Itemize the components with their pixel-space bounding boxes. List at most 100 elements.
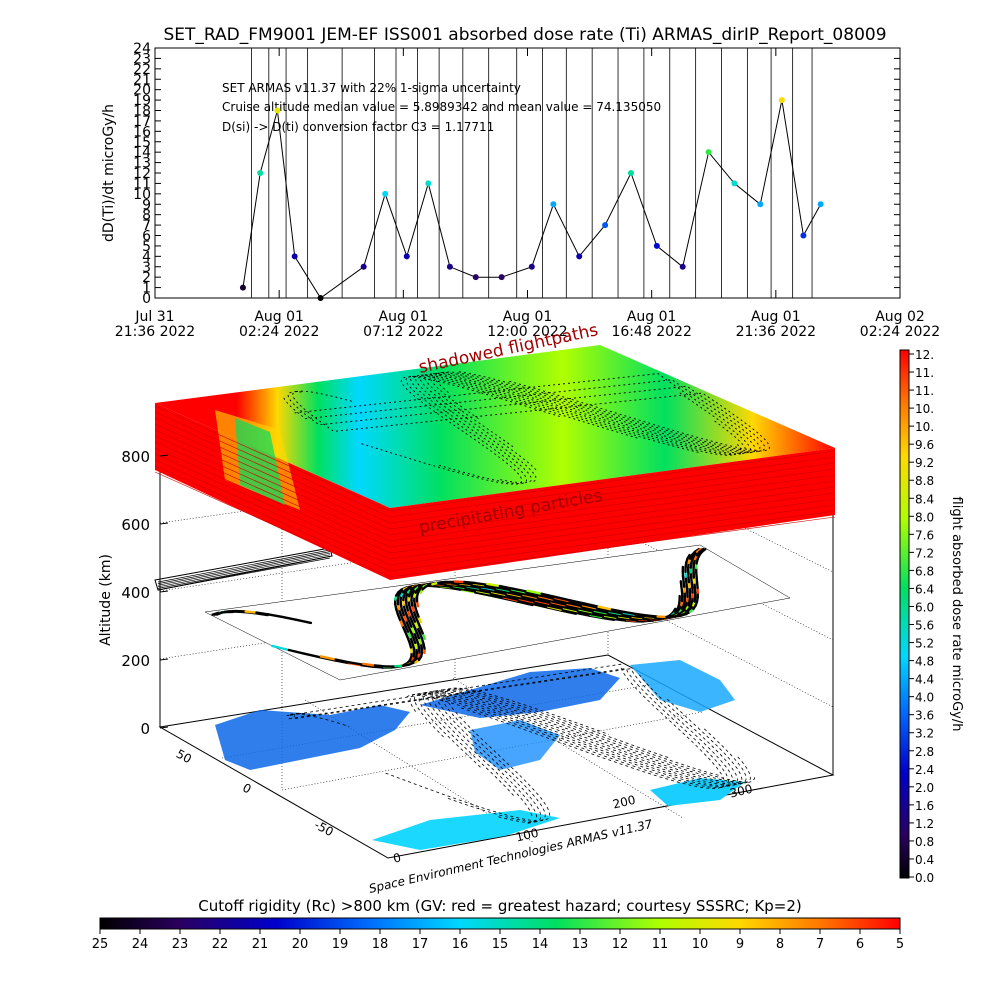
- data-point: [706, 149, 712, 155]
- colorbar-bottom-tick-label: 19: [332, 937, 349, 952]
- cutoff-rigidity-colorbar: Cutoff rigidity (Rc) >800 km (GV: red = …: [92, 897, 904, 952]
- orbit-segment: [375, 666, 385, 667]
- colorbar-bottom-tick-label: 12: [612, 937, 629, 952]
- x-tick-label-time: 02:24 2022: [860, 324, 940, 340]
- altitude-tick: [160, 591, 168, 592]
- x-tick-label-date: Aug 01: [254, 309, 304, 325]
- colorbar-right-tick-label: 2.8: [915, 745, 934, 759]
- colorbar-bottom-tick-label: 14: [532, 937, 549, 952]
- dose-rate-timeseries: 0123456789101112131415161718192021222324…: [101, 41, 940, 340]
- altitude-tick-label: 0: [140, 720, 150, 738]
- data-point: [654, 243, 660, 249]
- data-point: [382, 191, 388, 197]
- annotations: SET ARMAS v11.37 with 22% 1-sigma uncert…: [222, 81, 661, 134]
- data-point: [318, 295, 324, 301]
- colorbar-right-tick-label: 6.8: [915, 564, 934, 578]
- colorbar-right-tick-label: 2.4: [915, 763, 934, 777]
- colorbar-bottom-tick-label: 16: [452, 937, 469, 952]
- colorbar-right-tick-label: 6.4: [915, 582, 934, 596]
- orbit-segment: [363, 664, 375, 666]
- colorbar-bottom-tick-label: 21: [252, 937, 269, 952]
- data-point: [447, 264, 453, 270]
- latitude-tick-label: 50: [174, 747, 194, 767]
- colorbar-right-tick-label: 7.6: [915, 528, 934, 542]
- altitude-tick: [160, 659, 168, 660]
- x-tick-label-date: Jul 31: [134, 309, 174, 325]
- colorbar-right-tick-label: 6.0: [915, 600, 934, 614]
- data-point: [680, 264, 686, 270]
- colorbar-right-ticks: 12.11.11.10.10.9.69.28.88.48.07.67.26.86…: [909, 348, 934, 885]
- colorbar-bottom-tick-label: 15: [492, 937, 509, 952]
- data-point: [292, 253, 298, 259]
- latitude-tick-label: 0: [240, 780, 253, 796]
- colorbar-right-tick-label: 11.: [915, 384, 934, 398]
- colorbar-bottom-tick-label: 20: [292, 937, 309, 952]
- orbit-segment: [464, 582, 475, 583]
- colorbar-right-tick-label: 8.0: [915, 510, 934, 524]
- data-point: [731, 180, 737, 186]
- colorbar-bottom-tick-label: 5: [896, 937, 904, 952]
- colorbar-bottom-tick-label: 11: [652, 937, 669, 952]
- annotation-version: SET ARMAS v11.37 with 22% 1-sigma uncert…: [222, 81, 521, 95]
- shadowed-track-line: [158, 558, 330, 590]
- colorbar-bottom-tick-label: 17: [412, 937, 429, 952]
- x-tick-label-time: 21:36 2022: [736, 324, 816, 340]
- colorbar-right-label: flight absorbed dose rate microGy/h: [949, 497, 964, 732]
- data-point: [473, 274, 479, 280]
- figure-title: SET_RAD_FM9001 JEM-EF ISS001 absorbed do…: [163, 25, 886, 45]
- orbit-segment: [637, 614, 648, 616]
- colorbar-bottom-tick-label: 9: [736, 937, 744, 952]
- colorbar-bottom-tick-label: 22: [212, 937, 229, 952]
- colorbar-bottom-tick-label: 25: [92, 937, 109, 952]
- x-tick-label-date: Aug 01: [503, 309, 553, 325]
- colorbar-right-tick-label: 2.0: [915, 781, 934, 795]
- colorbar-right-tick-label: 0.8: [915, 835, 934, 849]
- data-point: [602, 222, 608, 228]
- orbit-segment: [475, 583, 487, 585]
- colorbar-right-tick-label: 1.2: [915, 817, 934, 831]
- data-point: [818, 201, 824, 207]
- data-point: [240, 285, 246, 291]
- x-tick-label-date: Aug 01: [627, 309, 677, 325]
- data-point: [529, 264, 535, 270]
- altitude-tick-label: 600: [121, 516, 150, 534]
- data-point: [550, 201, 556, 207]
- x-tick-label-date: Aug 02: [875, 309, 925, 325]
- colorbar-right-tick-label: 3.2: [915, 727, 934, 741]
- colorbar-right-tick-label: 9.2: [915, 456, 934, 470]
- colorbar-bottom-tick-label: 24: [132, 937, 149, 952]
- colorbar-right-tick-label: 12.: [915, 348, 934, 362]
- x-tick-label-time: 07:12 2022: [363, 324, 443, 340]
- colorbar-bottom-tick-label: 10: [692, 937, 709, 952]
- colorbar-bottom-tick-label: 13: [572, 937, 589, 952]
- annotation-altitude: Cruise altitude median value = 5.8989342…: [222, 100, 661, 114]
- colorbar-right-tick-label: 0.4: [915, 853, 934, 867]
- data-point: [274, 108, 280, 114]
- colorbar-bottom-tick-label: 23: [172, 937, 189, 952]
- data-point: [499, 274, 505, 280]
- data-point: [800, 233, 806, 239]
- colorbar-right-tick-label: 11.: [915, 366, 934, 380]
- colorbar-right-tick-label: 9.6: [915, 438, 934, 452]
- data-point: [404, 253, 410, 259]
- orbit-segment: [648, 616, 658, 617]
- colorbar-right-tick-label: 4.4: [915, 673, 934, 687]
- colorbar-bottom-tick-label: 6: [856, 937, 864, 952]
- colorbar-right-tick-label: 8.8: [915, 474, 934, 488]
- colorbar-right-tick-label: 4.8: [915, 655, 934, 669]
- x-tick-label-time: 02:24 2022: [239, 324, 319, 340]
- data-point: [257, 170, 263, 176]
- shadowed-track-line: [158, 550, 330, 582]
- colorbar-right-fill: [900, 350, 909, 878]
- colorbar-bottom-tick-label: 8: [776, 937, 784, 952]
- data-point: [425, 180, 431, 186]
- shadowed-track-line: [158, 556, 330, 588]
- orbit-segment: [246, 612, 257, 613]
- altitude-tick-label: 200: [121, 652, 150, 670]
- altitude-axis-label: Altitude (km): [98, 554, 114, 646]
- colorbar-right-tick-label: 4.0: [915, 691, 934, 705]
- altitude-tick: [160, 523, 168, 524]
- colorbar-right-tick-label: 3.6: [915, 709, 934, 723]
